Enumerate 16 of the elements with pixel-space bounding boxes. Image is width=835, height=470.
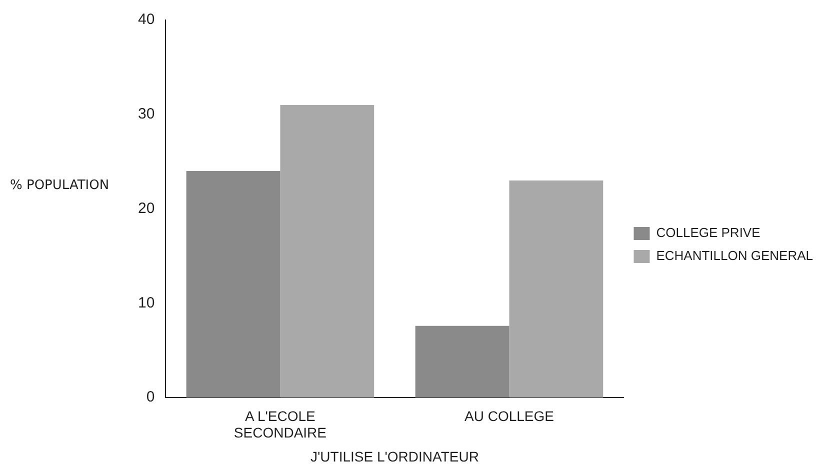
category-label: A L'ECOLE (245, 408, 316, 424)
x-axis-title: J'UTILISE L'ORDINATEUR (310, 448, 479, 464)
bar (280, 104, 374, 398)
legend-label: COLLEGE PRIVE (656, 225, 761, 240)
y-tick-label: 40 (138, 11, 155, 28)
x-tick-label: AU COLLEGE (464, 408, 554, 424)
y-tick-label: 30 (138, 106, 155, 123)
category-label: SECONDAIRE (234, 424, 326, 441)
bar (509, 180, 604, 398)
bar (186, 171, 280, 398)
legend-label: ECHANTILLON GENERAL (656, 248, 814, 264)
y-tick-label: 0 (146, 388, 155, 406)
y-axis-title: % POPULATION (10, 178, 110, 193)
y-tick-label: 10 (138, 294, 155, 312)
bar (415, 326, 510, 398)
y-tick-label: 20 (138, 200, 155, 217)
